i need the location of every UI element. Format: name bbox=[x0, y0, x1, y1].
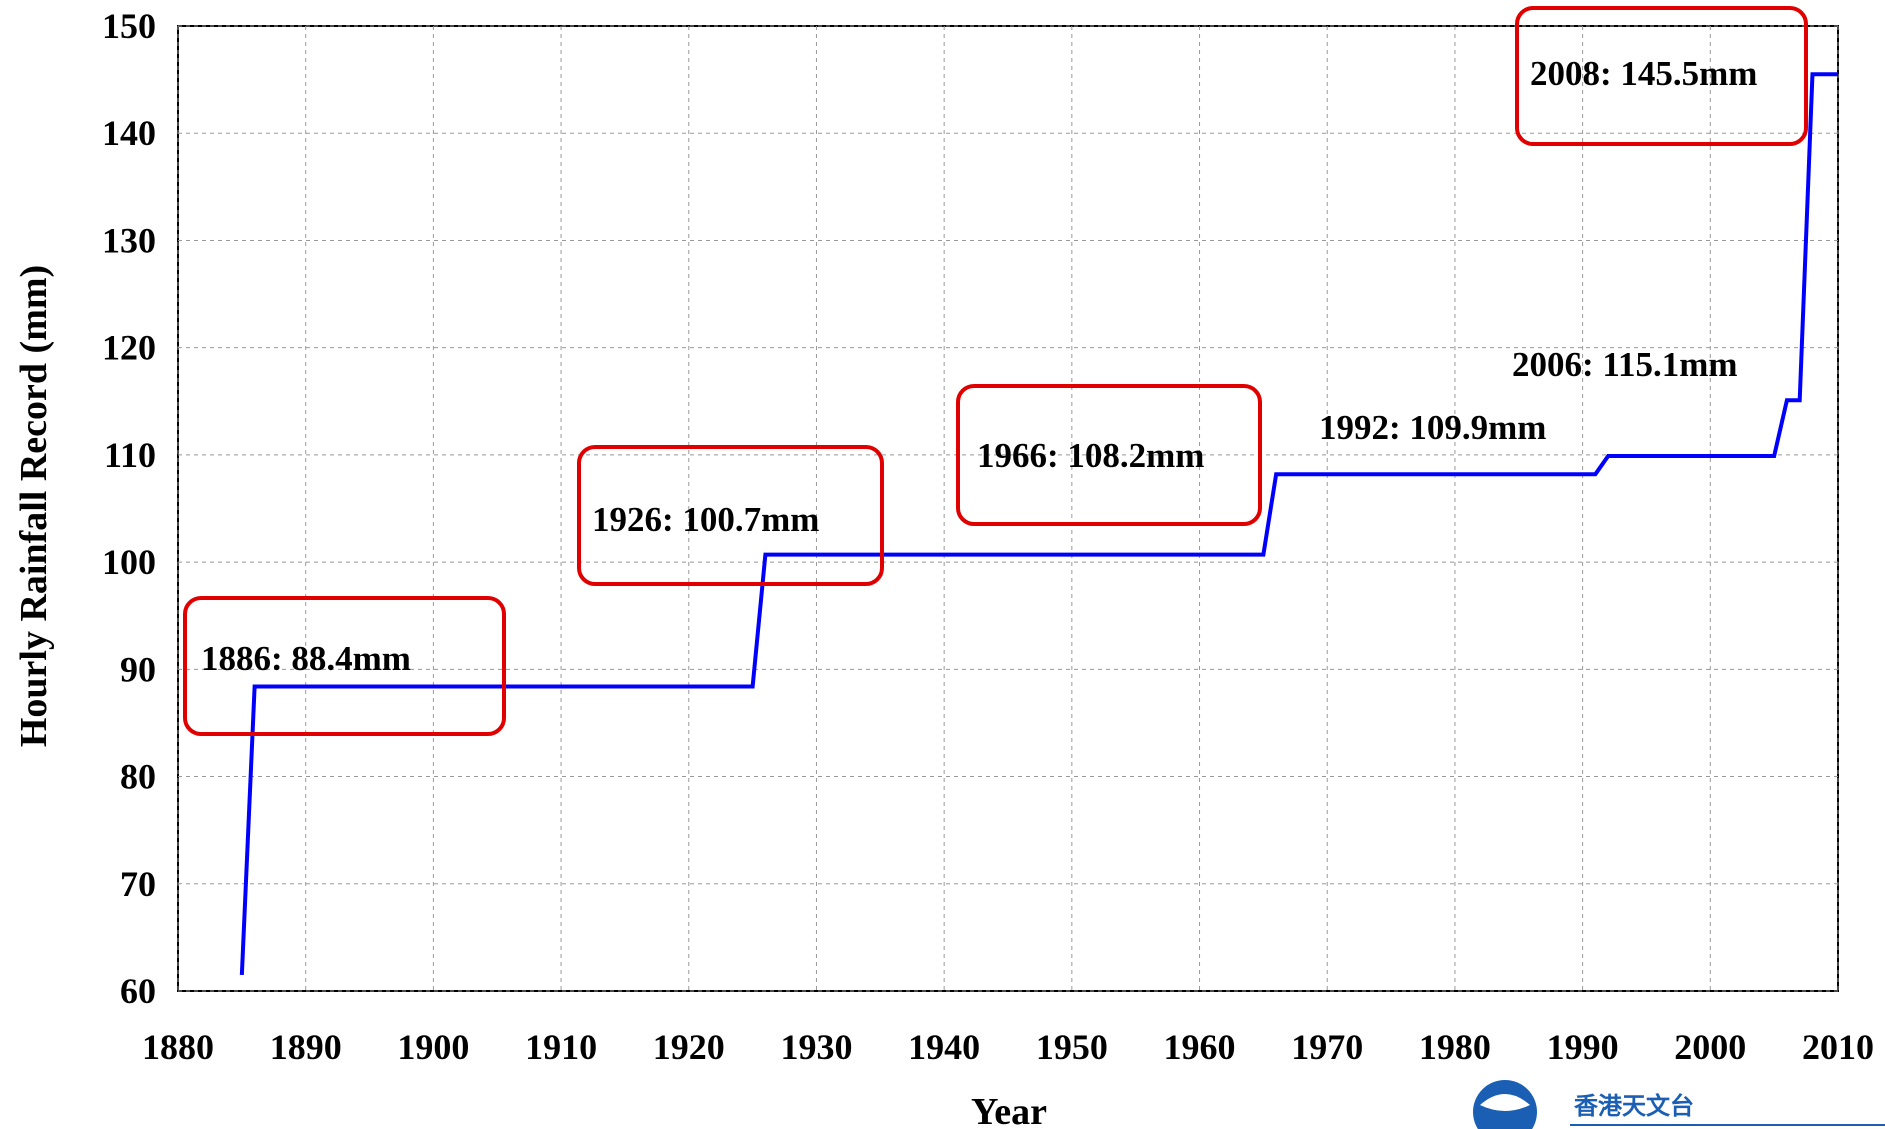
annotation: 1992: 109.9mm bbox=[1319, 408, 1546, 447]
annotation: 1966: 108.2mm bbox=[977, 436, 1204, 475]
x-tick-label: 1880 bbox=[142, 1027, 214, 1067]
annotation-box bbox=[956, 384, 1262, 526]
annotation: 2008: 145.5mm bbox=[1530, 54, 1757, 93]
x-tick-label: 2000 bbox=[1674, 1027, 1746, 1067]
x-axis-title: Year bbox=[971, 1091, 1047, 1129]
x-tick-label: 1950 bbox=[1036, 1027, 1108, 1067]
y-tick-label: 110 bbox=[104, 435, 156, 475]
logo-text: 香港天文台 bbox=[1574, 1092, 1694, 1120]
x-tick-label: 1900 bbox=[397, 1027, 469, 1067]
y-tick-label: 130 bbox=[102, 220, 156, 260]
data-line bbox=[239, 72, 1838, 976]
y-tick-label: 60 bbox=[120, 971, 156, 1011]
x-tick-label: 1980 bbox=[1419, 1027, 1491, 1067]
annotation-box bbox=[183, 596, 506, 736]
y-tick-label: 120 bbox=[102, 328, 156, 368]
x-tick-label: 1890 bbox=[270, 1027, 342, 1067]
y-tick-label: 80 bbox=[120, 757, 156, 797]
annotation-box bbox=[1515, 6, 1808, 146]
annotation: 1886: 88.4mm bbox=[201, 639, 411, 678]
y-tick-label: 140 bbox=[102, 113, 156, 153]
y-tick-label: 150 bbox=[102, 6, 156, 46]
y-tick-label: 90 bbox=[120, 649, 156, 689]
x-tick-label: 1930 bbox=[780, 1027, 852, 1067]
x-tick-label: 2010 bbox=[1802, 1027, 1874, 1067]
annotation: 1926: 100.7mm bbox=[592, 500, 819, 539]
x-tick-label: 1960 bbox=[1164, 1027, 1236, 1067]
x-tick-label: 1970 bbox=[1291, 1027, 1363, 1067]
logo-swirl bbox=[1480, 1094, 1530, 1111]
y-axis-title: Hourly Rainfall Record (mm) bbox=[13, 265, 55, 747]
x-tick-label: 1920 bbox=[653, 1027, 725, 1067]
x-tick-label: 1940 bbox=[908, 1027, 980, 1067]
plot-frame bbox=[177, 25, 1839, 992]
y-tick-label: 70 bbox=[120, 864, 156, 904]
x-tick-label: 1910 bbox=[525, 1027, 597, 1067]
x-tick-label: 1990 bbox=[1547, 1027, 1619, 1067]
y-tick-label: 100 bbox=[102, 542, 156, 582]
logo: 香港天文台 bbox=[1473, 1080, 1885, 1129]
annotation-box bbox=[577, 445, 884, 586]
annotation: 2006: 115.1mm bbox=[1512, 345, 1738, 384]
